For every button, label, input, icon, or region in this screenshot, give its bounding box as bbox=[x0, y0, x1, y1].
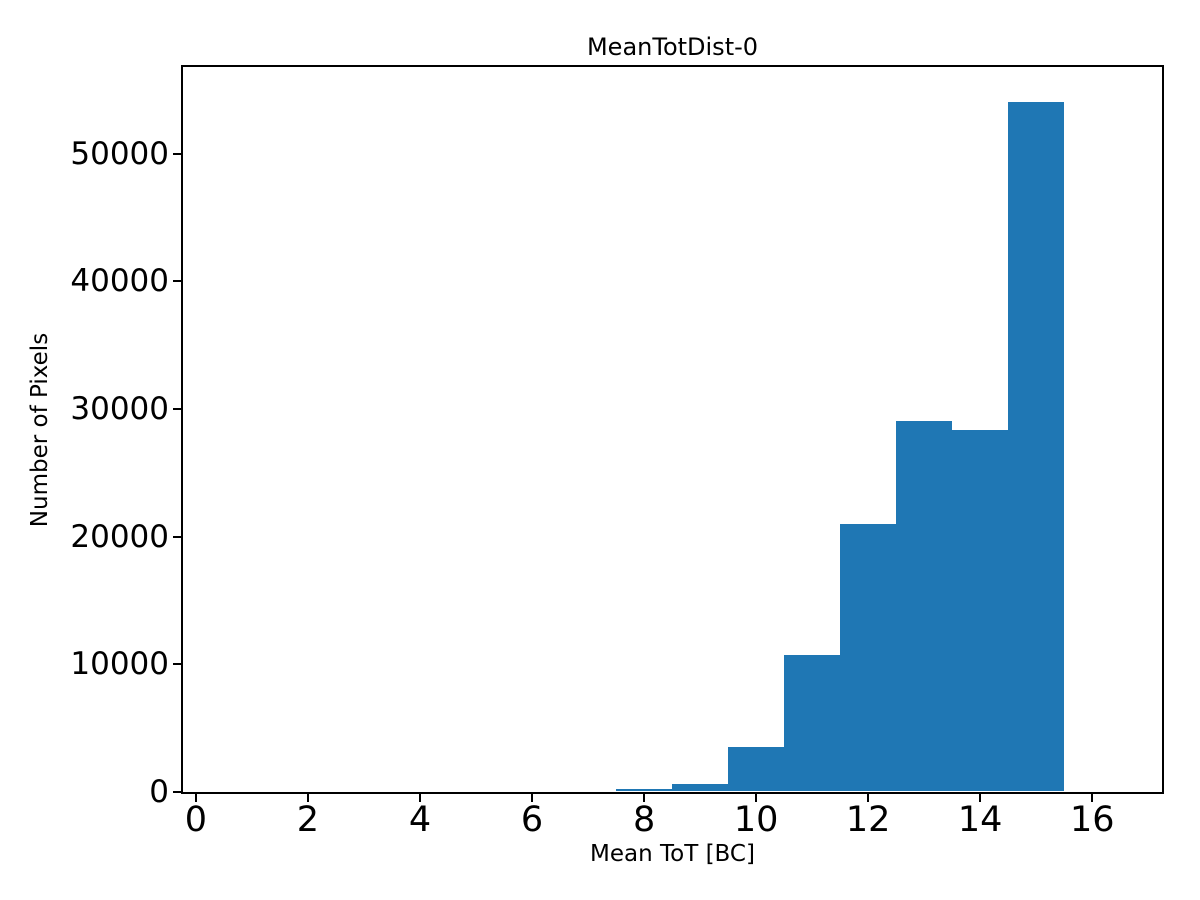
x-tick-label: 4 bbox=[408, 800, 432, 840]
y-tick-label: 40000 bbox=[70, 263, 169, 300]
y-tick-mark bbox=[173, 663, 181, 666]
histogram-bar bbox=[896, 420, 953, 791]
histogram-bar bbox=[784, 655, 841, 791]
x-axis-label: Mean ToT [BC] bbox=[590, 841, 755, 867]
y-tick-label: 10000 bbox=[70, 646, 169, 683]
histogram-bar bbox=[672, 784, 729, 791]
x-tick-mark bbox=[643, 794, 646, 802]
x-tick-label: 2 bbox=[296, 800, 320, 840]
x-tick-mark bbox=[306, 794, 309, 802]
x-tick-label: 6 bbox=[520, 800, 544, 840]
y-tick-mark bbox=[173, 152, 181, 155]
x-tick-label: 0 bbox=[184, 800, 208, 840]
x-tick-mark bbox=[979, 794, 982, 802]
x-tick-mark bbox=[1091, 794, 1094, 802]
x-tick-mark bbox=[194, 794, 197, 802]
y-tick-mark bbox=[173, 791, 181, 793]
histogram-bar bbox=[840, 524, 897, 791]
y-tick-mark bbox=[173, 535, 181, 538]
x-tick-label: 16 bbox=[1070, 800, 1115, 840]
x-tick-label: 12 bbox=[845, 800, 891, 840]
y-tick-mark bbox=[173, 280, 181, 283]
y-tick-label: 50000 bbox=[70, 135, 169, 172]
y-axis-label: Number of Pixels bbox=[27, 332, 53, 528]
x-tick-mark bbox=[531, 794, 533, 802]
x-tick-mark bbox=[419, 794, 421, 802]
y-tick-label: 20000 bbox=[70, 518, 169, 555]
x-tick-mark bbox=[755, 794, 758, 802]
histogram-bar bbox=[616, 788, 673, 791]
y-tick-label: 30000 bbox=[70, 391, 169, 428]
x-tick-label: 10 bbox=[733, 800, 779, 840]
y-tick-label: 0 bbox=[149, 774, 169, 810]
histogram-bar bbox=[728, 747, 785, 791]
chart-title: MeanTotDist-0 bbox=[586, 33, 759, 61]
histogram-bar bbox=[952, 429, 1009, 791]
y-tick-mark bbox=[173, 408, 181, 411]
x-tick-label: 14 bbox=[957, 800, 1003, 840]
x-tick-label: 8 bbox=[632, 800, 656, 840]
histogram-bar bbox=[1008, 101, 1065, 791]
x-tick-mark bbox=[867, 794, 870, 802]
